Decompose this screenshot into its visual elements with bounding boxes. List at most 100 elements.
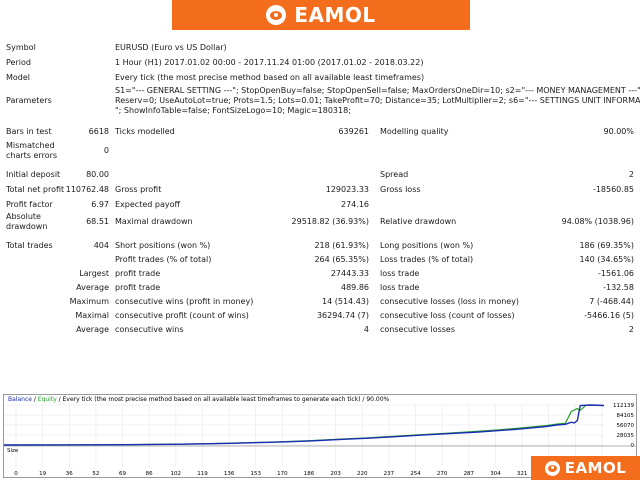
mismatched-value: 0	[103, 146, 109, 155]
bars-in-test-value: 6618	[88, 127, 109, 136]
largest-label: Largest	[79, 269, 109, 278]
x-tick-label: 170	[277, 471, 288, 477]
parameters-line-3: "; ShowInfoTable=false; FontSizeLogo=10;…	[115, 106, 351, 115]
relative-drawdown-value: 94.08% (1038.96)	[561, 217, 634, 226]
maximal-label: Maximal	[75, 311, 109, 320]
x-tick-label: 0	[14, 471, 18, 477]
average-label: Average	[76, 283, 109, 292]
average-loss-label: loss trade	[380, 283, 420, 292]
largest-profit-label: profit trade	[115, 269, 161, 278]
size-label: Size	[7, 448, 19, 454]
total-net-profit-value: 110762.48	[65, 185, 109, 194]
x-tick-label: 136	[224, 471, 235, 477]
spread-value: 2	[628, 170, 634, 179]
average-wins-value: 4	[363, 325, 369, 334]
maximum-wins-value: 14 (514.43)	[322, 297, 369, 306]
absolute-drawdown-label-1: Absolute	[6, 212, 41, 221]
maximal-drawdown-label: Maximal drawdown	[115, 217, 193, 226]
total-net-profit-label: Total net profit	[6, 185, 65, 194]
x-tick-label: 19	[39, 471, 46, 477]
y-tick-label: 112139	[613, 403, 634, 409]
absolute-drawdown-value: 68.51	[86, 217, 109, 226]
legend-equity: Equity	[37, 396, 57, 403]
symbol-value: EURUSD (Euro vs US Dollar)	[115, 43, 227, 52]
profit-trades-label: Profit trades (% of total)	[115, 255, 212, 264]
x-tick-label: 237	[384, 471, 395, 477]
x-tick-label: 119	[197, 471, 208, 477]
average-profit-label: profit trade	[115, 283, 161, 292]
brand-banner-top: EAMOL	[172, 0, 470, 30]
period-value: 1 Hour (H1) 2017.01.02 00:00 - 2017.11.2…	[115, 58, 424, 67]
legend-separator-2: /	[56, 396, 63, 403]
x-tick-label: 69	[119, 471, 126, 477]
initial-deposit-label: Initial deposit	[6, 170, 61, 179]
x-tick-label: 270	[437, 471, 448, 477]
absolute-drawdown-label-2: drawdown	[6, 222, 48, 231]
eamol-logo-icon	[544, 460, 560, 476]
x-tick-label: 186	[304, 471, 315, 477]
total-trades-value: 404	[93, 241, 109, 250]
initial-deposit-value: 80.00	[86, 170, 109, 179]
average-profit-value: 489.86	[341, 283, 369, 292]
average-loss-value: -132.58	[603, 283, 634, 292]
average-losses-value: 2	[628, 325, 634, 334]
parameters-line-2: Reserv=0; UseAutoLot=true; Prots=1.5; Lo…	[115, 96, 640, 105]
period-label: Period	[6, 58, 31, 67]
short-positions-label: Short positions (won %)	[115, 241, 211, 250]
average-losses-label: consecutive losses	[380, 325, 456, 334]
brand-name: EAMOL	[564, 459, 627, 477]
x-tick-label: 203	[330, 471, 341, 477]
long-positions-label: Long positions (won %)	[380, 241, 474, 250]
loss-trades-value: 140 (34.65%)	[579, 255, 634, 264]
maximum-losses-value: 7 (-468.44)	[589, 297, 634, 306]
gross-loss-value: -18560.85	[592, 185, 634, 194]
x-tick-label: 220	[357, 471, 368, 477]
gross-profit-value: 129023.33	[325, 185, 369, 194]
ticks-modelled-value: 639261	[338, 127, 369, 136]
legend-description: Every tick (the most precise method base…	[62, 396, 390, 403]
parameters-label: Parameters	[6, 96, 52, 105]
y-tick-label: 84105	[617, 413, 635, 419]
x-tick-label: 102	[171, 471, 182, 477]
spread-label: Spread	[380, 170, 409, 179]
brand-name: EAMOL	[294, 3, 376, 27]
maximal-profit-value: 36294.74 (7)	[316, 311, 369, 320]
x-tick-label: 287	[464, 471, 475, 477]
modelling-quality-label: Modelling quality	[380, 127, 449, 136]
eamol-logo-icon	[266, 5, 287, 25]
expected-payoff-value: 274.16	[341, 200, 369, 209]
gross-loss-label: Gross loss	[380, 185, 421, 194]
maximal-loss-value: -5466.16 (5)	[584, 311, 634, 320]
mismatched-label-1: Mismatched	[6, 141, 55, 150]
gross-profit-label: Gross profit	[115, 185, 162, 194]
bars-in-test-label: Bars in test	[6, 127, 52, 136]
model-value: Every tick (the most precise method base…	[115, 73, 425, 82]
brand-banner-bottom: EAMOL	[531, 456, 640, 480]
chart-legend: Balance / Equity / Every tick (the most …	[8, 396, 389, 404]
profit-factor-label: Profit factor	[6, 200, 53, 209]
long-positions-value: 186 (69.35%)	[579, 241, 634, 250]
profit-trades-value: 264 (65.35%)	[314, 255, 369, 264]
maximum-label: Maximum	[69, 297, 109, 306]
x-tick-label: 304	[490, 471, 501, 477]
relative-drawdown-label: Relative drawdown	[380, 217, 457, 226]
symbol-label: Symbol	[6, 43, 36, 52]
model-label: Model	[6, 73, 31, 82]
ticks-modelled-label: Ticks modelled	[115, 127, 175, 136]
total-trades-label: Total trades	[6, 241, 53, 250]
short-positions-value: 218 (61.93%)	[314, 241, 369, 250]
maximum-wins-label: consecutive wins (profit in money)	[115, 297, 254, 306]
y-tick-label: 56070	[617, 423, 635, 429]
expected-payoff-label: Expected payoff	[115, 200, 180, 209]
y-tick-label: 28035	[617, 433, 635, 439]
legend-balance: Balance	[8, 396, 32, 403]
loss-trades-label: Loss trades (% of total)	[380, 255, 474, 264]
average-consecutive-label: Average	[76, 325, 109, 334]
profit-factor-value: 6.97	[91, 200, 109, 209]
x-tick-label: 52	[92, 471, 99, 477]
maximal-profit-label: consecutive profit (count of wins)	[115, 311, 249, 320]
maximal-loss-label: consecutive loss (count of losses)	[380, 311, 515, 320]
balance-equity-chart: 112139 84105 56070 28035 0 0 19 36 52 69 86 102 119 1…	[3, 394, 637, 478]
legend-separator-1: /	[31, 396, 38, 403]
